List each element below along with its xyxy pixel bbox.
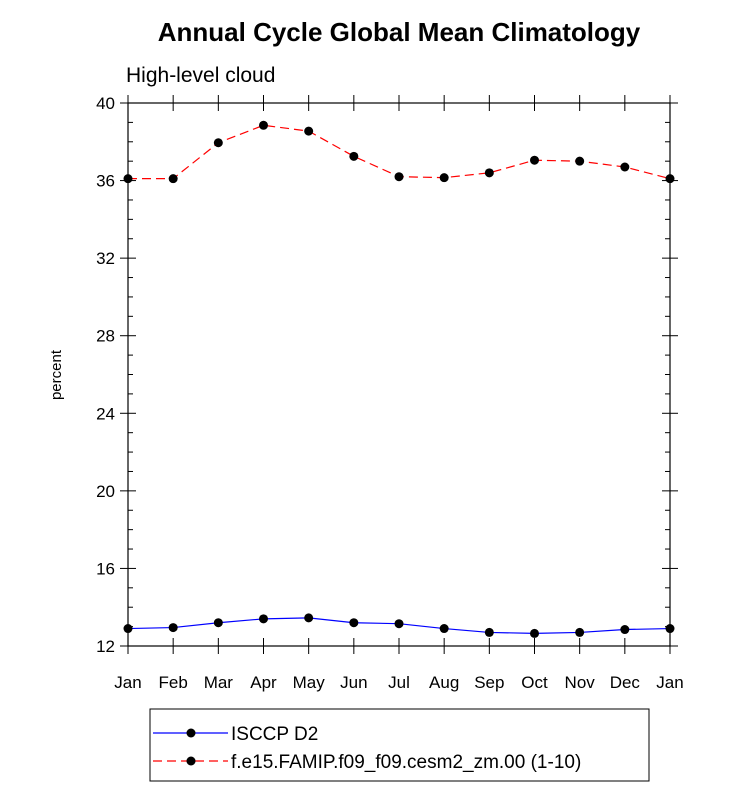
legend-swatch-marker bbox=[186, 728, 196, 738]
series-0-point bbox=[484, 627, 494, 637]
series-0-point bbox=[394, 619, 404, 629]
legend-swatch-marker bbox=[186, 756, 196, 766]
plot-frame bbox=[127, 102, 671, 647]
x-tick-label: Oct bbox=[521, 673, 548, 692]
series-0-point bbox=[349, 618, 359, 628]
x-tick-label: Jan bbox=[114, 673, 141, 692]
legend-label: ISCCP D2 bbox=[231, 724, 318, 745]
series-1-point bbox=[349, 151, 359, 161]
x-tick-label: Feb bbox=[159, 673, 188, 692]
x-tick-label: Jun bbox=[340, 673, 367, 692]
y-tick-label: 12 bbox=[96, 637, 115, 656]
x-tick-label: Apr bbox=[250, 673, 277, 692]
x-tick-label: Dec bbox=[610, 673, 641, 692]
x-tick-label: Mar bbox=[204, 673, 234, 692]
series-1-point bbox=[484, 168, 494, 178]
series-0-point bbox=[620, 625, 630, 635]
series-1-point bbox=[530, 155, 539, 165]
series-1-point bbox=[259, 120, 268, 130]
y-tick-label: 36 bbox=[96, 172, 115, 191]
y-tick-label: 24 bbox=[96, 404, 115, 423]
y-tick-label: 16 bbox=[96, 559, 115, 578]
x-tick-label: Aug bbox=[429, 673, 459, 692]
legend-box bbox=[149, 708, 650, 782]
series-0-point bbox=[168, 623, 178, 633]
y-tick-label: 40 bbox=[96, 94, 115, 113]
series-0-point bbox=[123, 624, 133, 634]
series-1-point bbox=[575, 156, 585, 166]
y-axis-label: percent bbox=[48, 349, 65, 400]
y-tick-label: 20 bbox=[96, 482, 115, 501]
x-tick-label: Nov bbox=[565, 673, 596, 692]
y-tick-label: 32 bbox=[96, 249, 115, 268]
x-tick-label: May bbox=[293, 673, 326, 692]
x-tick-label: Jan bbox=[656, 673, 683, 692]
series-0-point bbox=[530, 628, 539, 638]
series-line-1 bbox=[128, 124, 671, 180]
series-1-point bbox=[123, 174, 133, 184]
series-1-point bbox=[168, 174, 178, 184]
y-tick-label: 28 bbox=[96, 327, 115, 346]
series-0-point bbox=[259, 614, 268, 624]
series-1-point bbox=[620, 162, 630, 172]
series-1-point bbox=[665, 174, 675, 184]
series-0-point bbox=[213, 618, 223, 628]
series-1-point bbox=[439, 173, 449, 183]
chart-title: Annual Cycle Global Mean Climatology bbox=[158, 17, 641, 47]
series-0-point bbox=[665, 624, 675, 634]
series-0-point bbox=[304, 613, 314, 623]
series-0-point bbox=[575, 627, 585, 637]
series-0-point bbox=[439, 624, 449, 634]
x-tick-label: Jul bbox=[388, 673, 410, 692]
series-1-point bbox=[304, 126, 314, 136]
chart-subtitle: High-level cloud bbox=[126, 64, 275, 87]
legend-label: f.e15.FAMIP.f09_f09.cesm2_zm.00 (1-10) bbox=[231, 752, 581, 773]
series-1-point bbox=[394, 172, 404, 182]
x-tick-label: Sep bbox=[474, 673, 504, 692]
series-1-point bbox=[213, 138, 223, 148]
